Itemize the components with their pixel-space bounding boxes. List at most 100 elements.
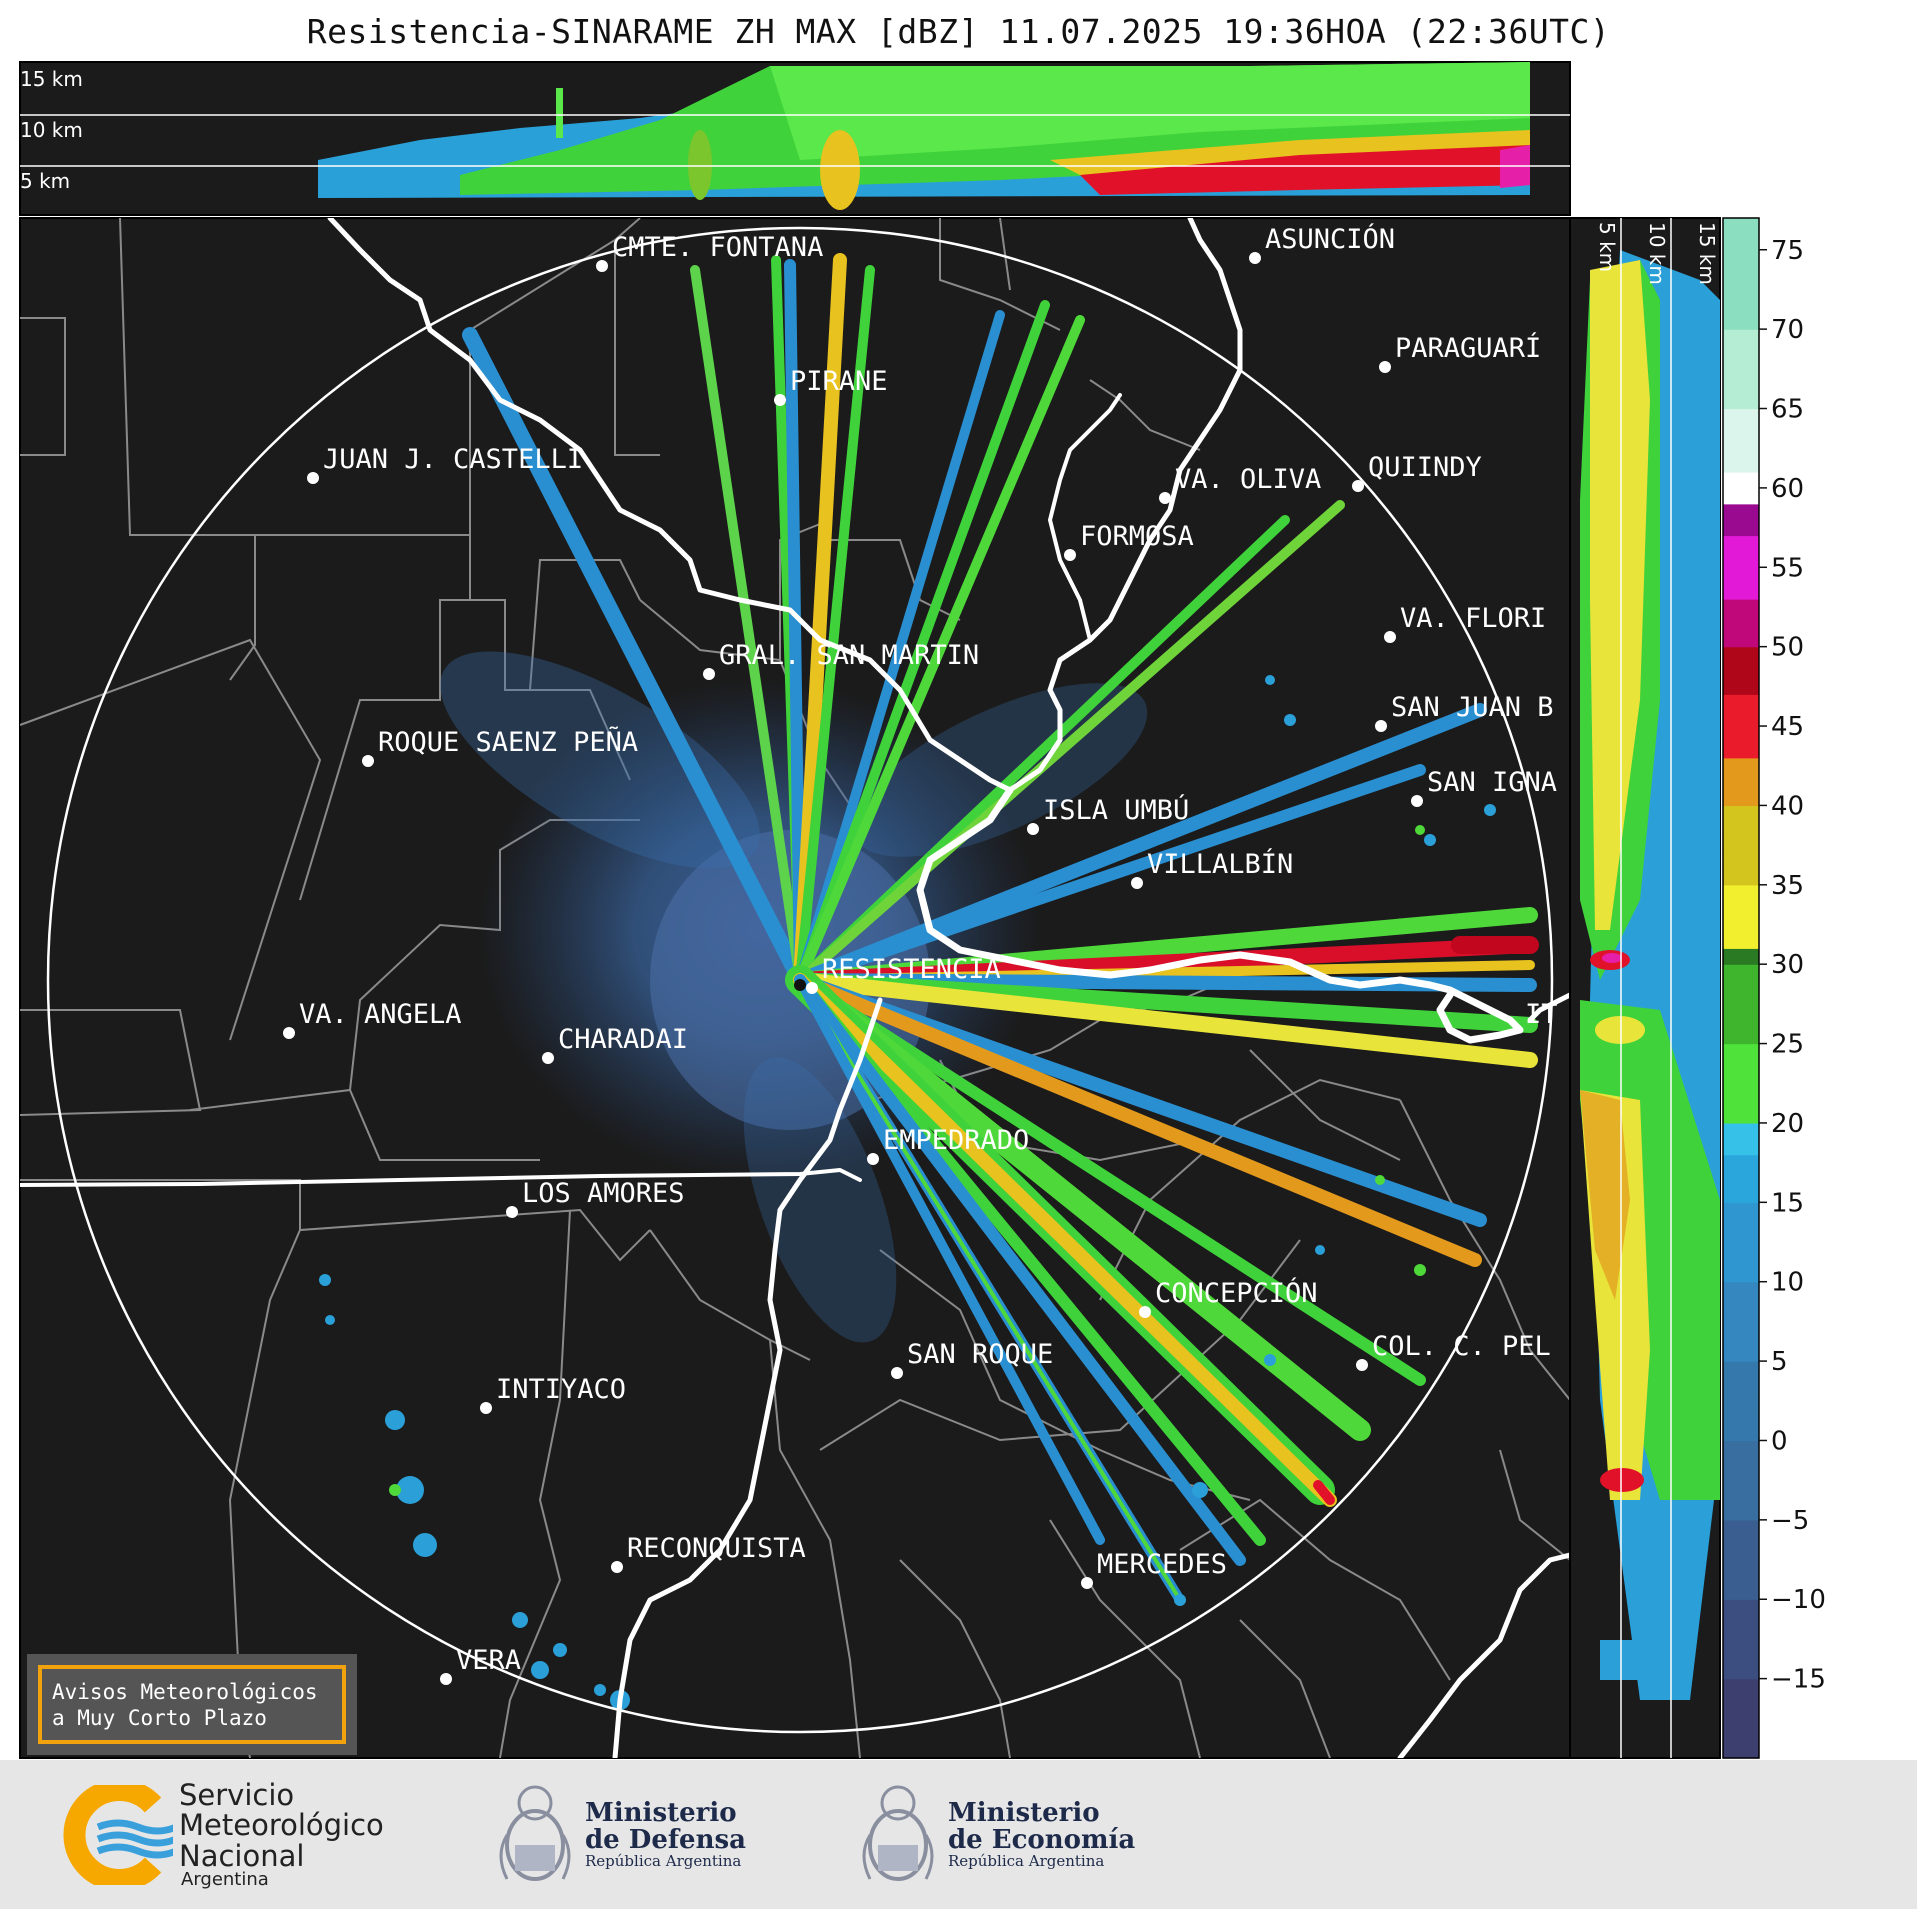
colorbar-tick-label: 50 [1771,633,1804,663]
avisos-box[interactable]: Avisos Meteorológicos a Muy Corto Plazo [27,1654,357,1755]
colorbar-band [1723,1138,1759,1156]
colorbar-tick-label: 40 [1771,791,1804,821]
city-pirane: PIRANE [790,366,888,397]
colorbar-band [1723,487,1759,505]
colorbar-band [1723,360,1759,378]
colorbar-band [1723,503,1759,521]
colorbar-band [1723,1710,1759,1727]
colorbar-band [1723,1630,1759,1648]
radar-map[interactable]: CMTE. FONTANA ASUNCIÓN PARAGUARÍ PIRANE … [19,217,1571,1759]
colorbar-band [1723,1059,1759,1076]
colorbar-band [1723,472,1759,489]
colorbar-band [1723,1329,1759,1346]
colorbar-band [1723,1583,1759,1600]
city-villalbin: VILLALBÍN [1147,848,1293,880]
radar-site-marker [794,979,806,991]
colorbar-band [1723,1646,1759,1664]
colorbar-band [1723,424,1759,441]
city-charadai: CHARADAI [558,1024,688,1055]
defensa-logo: Ministerio de Defensa República Argentin… [495,1780,746,1890]
smn-line3: Nacional [179,1838,305,1873]
colorbar-band [1723,1361,1759,1378]
colorbar-band [1723,1234,1759,1251]
economia-logo: Ministerio de Economía República Argenti… [858,1780,1135,1890]
colorbar-band [1723,1567,1759,1584]
economia-sub: República Argentina [948,1852,1105,1871]
radar-beams [462,253,1539,1605]
city-it: IT [1525,999,1558,1030]
colorbar-band [1723,1218,1759,1235]
side-height-panel: 5 km 10 km 15 km [1569,217,1721,1759]
city-intiyaco: INTIYACO [496,1374,626,1405]
height-label-10km: 10 km [20,118,83,142]
colorbar-band [1723,519,1759,537]
city-labels: CMTE. FONTANA ASUNCIÓN PARAGUARÍ PIRANE … [283,223,1558,1685]
colorbar-tick-label: −15 [1771,1665,1826,1695]
colorbar-band [1723,218,1759,235]
colorbar-band [1723,868,1759,886]
colorbar-band [1723,1678,1759,1696]
colorbar-tick-label: 70 [1771,315,1804,345]
city-concepcion: CONCEPCIÓN [1155,1277,1318,1309]
colorbar-band [1723,1107,1759,1124]
colorbar-band [1723,1408,1759,1426]
colorbar-band [1723,884,1759,902]
colorbar-band [1723,1551,1759,1569]
colorbar-band [1723,1694,1759,1711]
colorbar-band [1723,567,1759,584]
defensa-line2: de Defensa [585,1825,746,1856]
colorbar-band [1723,1027,1759,1045]
colorbar-band [1723,1615,1759,1632]
city-roque-saenz-pena: ROQUE SAENZ PEÑA [378,726,638,758]
city-va-flori: VA. FLORI [1400,603,1546,634]
colorbar-band [1723,329,1759,346]
colorbar-band [1723,313,1759,330]
colorbar-band [1723,249,1759,267]
range-ring [46,226,1554,1734]
colorbar-band [1723,789,1759,807]
map-title: Resistencia-SINARAME ZH MAX [dBZ] 11.07.… [306,12,1611,51]
colorbar-band [1723,646,1759,664]
footer: Servicio Meteorológico Nacional Argentin… [0,1760,1917,1909]
coat-of-arms-icon [862,1785,934,1881]
city-paraguari: PARAGUARÍ [1395,332,1541,364]
colorbar-band [1723,1281,1759,1299]
colorbar-band [1723,821,1759,838]
colorbar-tick-label: 60 [1771,474,1804,504]
colorbar-band [1723,614,1759,632]
avisos-line2: a Muy Corto Plazo [52,1706,267,1730]
city-los-amores: LOS AMORES [522,1178,685,1209]
smn-line1: Servicio [179,1777,295,1812]
colorbar-band [1723,535,1759,553]
colorbar-band [1723,1170,1759,1188]
colorbar-band [1723,694,1759,711]
top-height-panel: 15 km 10 km 5 km [19,61,1571,216]
colorbar-band [1723,551,1759,568]
avisos-link[interactable]: Avisos Meteorológicos a Muy Corto Plazo [38,1665,346,1744]
colorbar-tick-label: 15 [1771,1188,1804,1218]
colorbar-band [1723,583,1759,600]
rivers [20,218,1570,1758]
colorbar-band [1723,1392,1759,1410]
colorbar-band [1723,1742,1759,1759]
colorbar-band [1723,1472,1759,1489]
defensa-sub: República Argentina [585,1852,742,1871]
colorbar-band [1723,1503,1759,1521]
scattered-echoes [319,675,1496,1710]
smn-sub: Argentina [181,1869,269,1891]
colorbar-tick-label: −10 [1771,1585,1826,1615]
colorbar-band [1723,726,1759,743]
colorbar-band [1723,1202,1759,1219]
city-isla-umbu: ISLA UMBÚ [1043,794,1189,826]
colorbar-band [1723,948,1759,965]
colorbar-band [1723,1075,1759,1092]
colorbar-tick-label: 65 [1771,395,1804,425]
colorbar-band [1723,630,1759,648]
city-mercedes: MERCEDES [1097,1549,1227,1580]
colorbar-tick-label: 20 [1771,1109,1804,1139]
colorbar-band [1723,408,1759,425]
colorbar-band [1723,1011,1759,1029]
colorbar-band [1723,853,1759,870]
colorbar-tick-label: 55 [1771,553,1804,583]
colorbar-band [1723,900,1759,918]
